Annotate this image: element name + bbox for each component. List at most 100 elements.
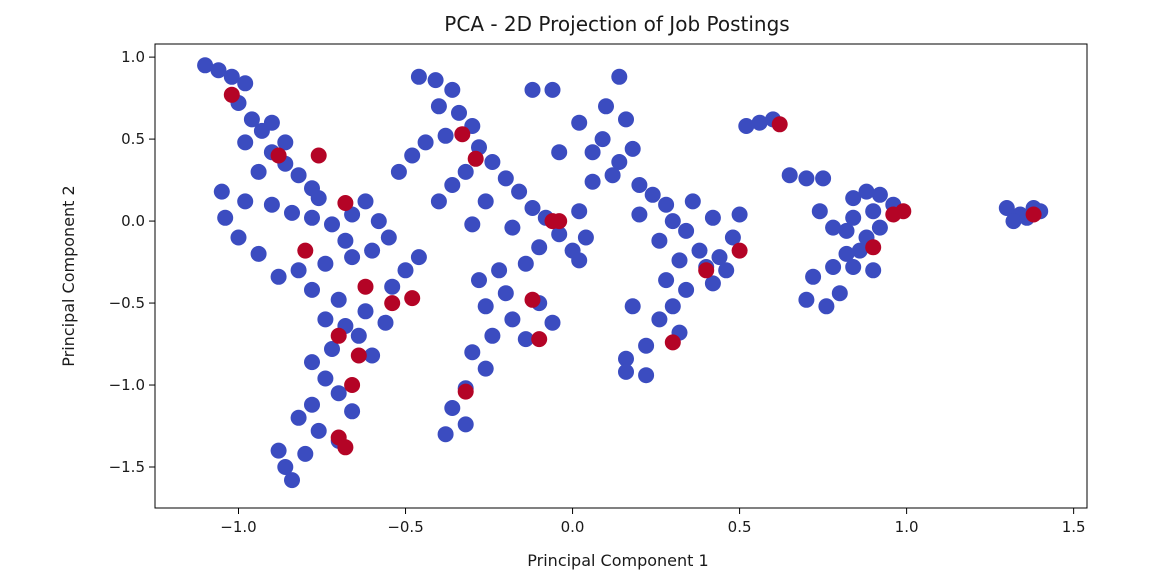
- data-point: [410, 249, 427, 266]
- data-point: [517, 255, 534, 272]
- data-point: [380, 229, 397, 246]
- data-point: [410, 68, 427, 85]
- data-point: [337, 232, 354, 249]
- data-point: [704, 275, 721, 292]
- data-point: [364, 347, 381, 364]
- data-point: [270, 147, 287, 164]
- data-point: [310, 190, 327, 207]
- data-point: [384, 278, 401, 295]
- data-point: [213, 183, 230, 200]
- data-point: [344, 249, 361, 266]
- data-point: [895, 203, 912, 220]
- data-point: [337, 439, 354, 456]
- data-point: [724, 229, 741, 246]
- data-point: [638, 337, 655, 354]
- data-point: [270, 442, 287, 459]
- data-point: [310, 422, 327, 439]
- data-point: [644, 186, 661, 203]
- data-point: [217, 209, 234, 226]
- data-point: [571, 203, 588, 220]
- data-point: [571, 114, 588, 131]
- data-point: [310, 147, 327, 164]
- data-point: [263, 114, 280, 131]
- data-point: [404, 290, 421, 307]
- data-point: [457, 416, 474, 433]
- data-point: [497, 285, 514, 302]
- data-point: [531, 239, 548, 256]
- data-point: [998, 200, 1015, 216]
- data-point: [604, 167, 621, 184]
- data-point: [771, 116, 788, 133]
- data-point: [517, 331, 534, 348]
- data-point: [284, 472, 300, 489]
- data-point: [594, 131, 611, 148]
- data-point: [304, 354, 320, 371]
- data-point: [544, 81, 561, 98]
- data-point: [377, 314, 394, 331]
- data-point: [451, 104, 467, 121]
- data-point: [731, 242, 748, 259]
- data-point: [664, 298, 681, 315]
- data-point: [1005, 213, 1022, 230]
- y-tick-label: 0.0: [121, 212, 145, 230]
- data-point: [658, 272, 675, 289]
- data-point: [250, 245, 267, 262]
- y-tick-label: −0.5: [109, 294, 145, 312]
- data-point: [263, 196, 280, 213]
- data-point: [805, 268, 822, 285]
- data-point: [444, 177, 461, 193]
- data-point: [664, 213, 681, 230]
- x-tick-label: −0.5: [387, 518, 423, 536]
- data-point: [384, 295, 401, 312]
- x-tick-label: 1.5: [1062, 518, 1086, 536]
- data-point: [731, 206, 748, 223]
- data-point: [357, 278, 374, 295]
- data-point: [304, 396, 320, 413]
- data-point: [284, 204, 300, 221]
- data-point: [243, 111, 260, 128]
- data-point: [477, 298, 494, 315]
- data-point: [851, 242, 868, 259]
- data-point: [277, 459, 294, 475]
- data-point: [317, 370, 334, 387]
- data-point: [484, 154, 501, 170]
- data-point: [838, 245, 855, 262]
- data-point: [370, 213, 387, 230]
- data-point: [364, 242, 381, 259]
- data-point: [511, 183, 528, 200]
- data-point: [223, 86, 240, 103]
- data-point: [290, 262, 307, 279]
- data-point: [1025, 206, 1042, 223]
- data-point: [845, 259, 862, 275]
- data-point: [237, 134, 254, 151]
- data-point: [524, 291, 541, 308]
- data-point: [270, 268, 287, 285]
- data-point: [811, 203, 828, 220]
- x-tick-label: −1.0: [220, 518, 256, 536]
- data-point: [684, 193, 701, 210]
- data-point: [845, 190, 862, 207]
- data-point: [678, 222, 695, 239]
- plot-frame: [154, 43, 1088, 509]
- data-point: [197, 57, 214, 74]
- data-point: [464, 216, 481, 233]
- data-point: [404, 147, 421, 164]
- data-point: [357, 193, 374, 210]
- x-axis-title: Principal Component 1: [527, 551, 708, 570]
- data-point: [317, 311, 334, 328]
- data-point: [467, 150, 484, 167]
- data-point: [330, 385, 347, 402]
- data-point: [430, 193, 447, 210]
- x-tick-label: 0.0: [561, 518, 585, 536]
- data-point: [865, 203, 882, 220]
- data-point: [825, 219, 842, 236]
- data-point: [477, 360, 494, 377]
- data-point: [297, 242, 314, 259]
- data-point: [865, 262, 882, 279]
- data-point: [624, 298, 641, 315]
- data-point: [524, 81, 541, 98]
- data-point: [577, 229, 594, 246]
- data-point: [818, 298, 835, 315]
- data-point: [631, 177, 648, 193]
- data-point: [671, 252, 688, 269]
